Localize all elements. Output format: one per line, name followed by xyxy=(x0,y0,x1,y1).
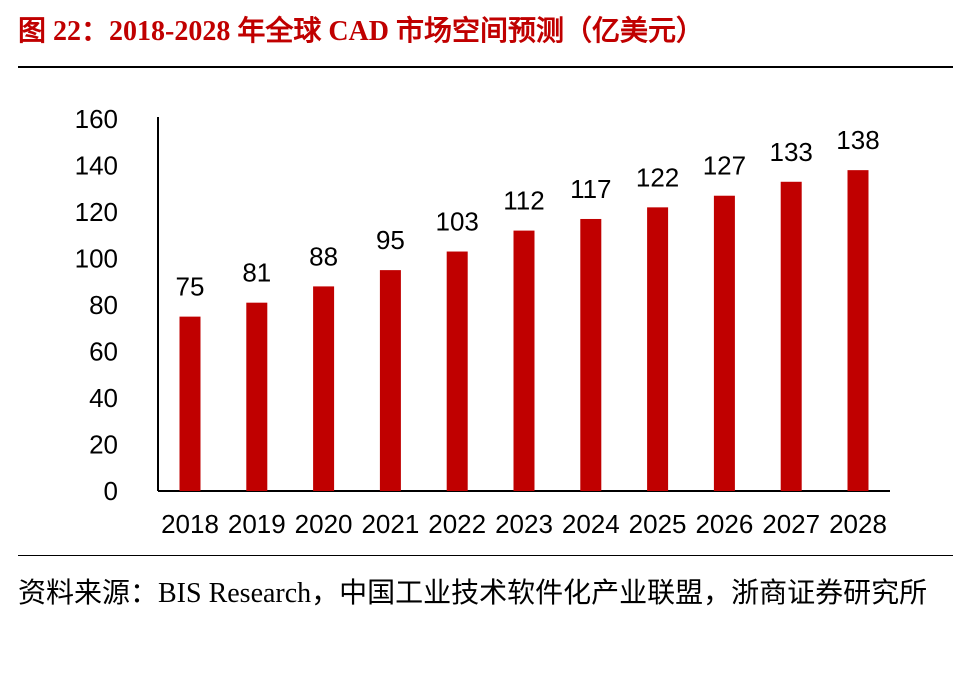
bar-2022 xyxy=(446,251,468,491)
data-label: 81 xyxy=(242,258,271,288)
x-tick-label: 2028 xyxy=(829,509,887,539)
data-label: 75 xyxy=(176,272,205,302)
x-tick-label: 2027 xyxy=(762,509,820,539)
y-tick-label: 160 xyxy=(75,104,118,134)
y-tick-label: 20 xyxy=(89,430,118,460)
y-tick-label: 80 xyxy=(89,290,118,320)
y-tick-label: 60 xyxy=(89,337,118,367)
y-tick-label: 100 xyxy=(75,244,118,274)
data-label: 133 xyxy=(770,137,813,167)
data-label: 122 xyxy=(636,162,679,192)
y-tick-label: 0 xyxy=(104,476,118,506)
bar-2023 xyxy=(513,230,535,491)
bar-2028 xyxy=(847,170,869,491)
data-label: 112 xyxy=(503,186,544,216)
x-tick-label: 2019 xyxy=(228,509,286,539)
x-tick-label: 2018 xyxy=(161,509,219,539)
bar-2024 xyxy=(580,218,602,491)
data-label: 138 xyxy=(836,125,879,155)
x-tick-label: 2023 xyxy=(495,509,553,539)
bar-2027 xyxy=(780,181,802,491)
bar-2025 xyxy=(647,207,669,491)
figure-title: 图 22：2018-2028 年全球 CAD 市场空间预测（亿美元） xyxy=(18,16,704,47)
y-tick-label: 120 xyxy=(75,197,118,227)
bar-2019 xyxy=(246,302,268,491)
title-divider xyxy=(18,66,953,68)
x-tick-label: 2022 xyxy=(428,509,486,539)
x-tick-label: 2025 xyxy=(629,509,687,539)
x-tick-label: 2021 xyxy=(361,509,419,539)
y-tick-label: 40 xyxy=(89,383,118,413)
data-label: 88 xyxy=(309,241,338,271)
bar-2026 xyxy=(713,195,735,491)
x-tick-label: 2026 xyxy=(695,509,753,539)
source-note: 资料来源：BIS Research，中国工业技术软件化产业联盟，浙商证券研究所 xyxy=(18,578,928,609)
y-tick-label: 140 xyxy=(75,151,118,181)
bar-2020 xyxy=(313,286,335,491)
x-tick-label: 2024 xyxy=(562,509,620,539)
data-label: 117 xyxy=(570,174,611,204)
source-divider xyxy=(18,555,953,556)
x-tick-label: 2020 xyxy=(295,509,353,539)
bar-2018 xyxy=(179,316,201,491)
data-label: 127 xyxy=(703,151,746,181)
data-label: 95 xyxy=(376,225,405,255)
bar-2021 xyxy=(379,270,401,491)
data-label: 103 xyxy=(436,207,479,237)
